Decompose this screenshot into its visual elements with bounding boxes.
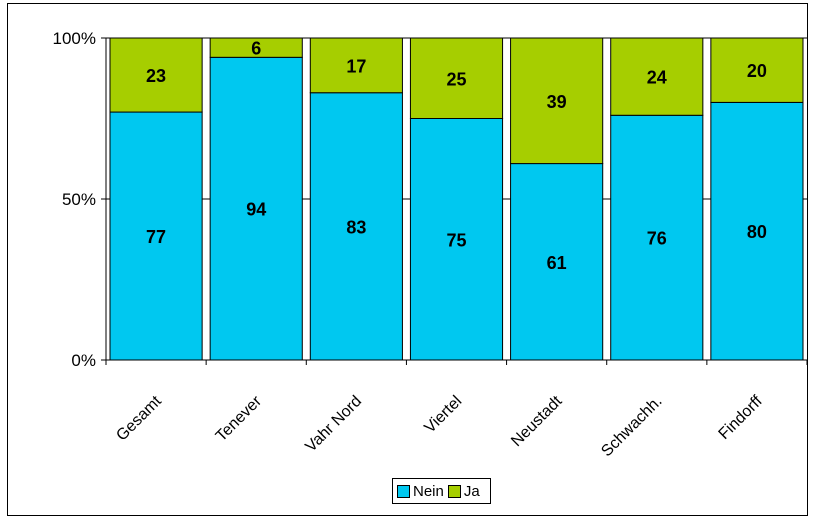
data-label: 39	[547, 92, 567, 112]
data-label: 76	[647, 229, 667, 249]
bar-nein	[409, 118, 504, 361]
legend-item-nein: Nein	[397, 483, 444, 500]
bar-ja	[209, 37, 303, 58]
x-tick-label: Tenever	[213, 392, 266, 445]
data-label: 24	[647, 68, 667, 88]
data-label: 25	[446, 69, 466, 89]
data-label: 17	[346, 56, 366, 76]
data-label: 83	[346, 217, 366, 237]
x-tick-label: Gesamt	[113, 392, 165, 444]
data-label: 23	[146, 66, 166, 86]
data-label: 80	[747, 222, 767, 242]
legend-swatch-nein	[397, 484, 410, 498]
legend-label-ja: Ja	[463, 482, 480, 500]
y-tick-label: 50%	[62, 190, 96, 209]
data-label: 6	[251, 39, 261, 59]
x-tick-label: Findorff	[716, 392, 767, 443]
bar-ja	[610, 37, 704, 116]
y-tick-label: 100%	[53, 29, 96, 48]
bar-ja	[309, 37, 403, 94]
x-tick-label: Vahr Nord	[302, 393, 365, 456]
bar-nein	[309, 92, 403, 361]
x-tick-label: Viertel	[421, 393, 465, 437]
x-tick-label: Neustadt	[508, 392, 566, 450]
x-tick-label: Schwachh.	[598, 393, 665, 460]
y-tick-label: 0%	[71, 351, 96, 370]
data-label: 20	[747, 61, 767, 81]
bar-ja	[510, 37, 604, 165]
data-label: 77	[146, 227, 166, 247]
legend-swatch-ja	[447, 484, 461, 498]
data-label: 94	[246, 200, 266, 220]
legend-label-nein: Nein	[413, 482, 444, 500]
bar-ja	[710, 37, 804, 103]
data-label: 61	[547, 253, 567, 273]
bar-ja	[109, 37, 203, 113]
legend-item-ja: Ja	[447, 482, 480, 500]
chart-legend: Nein Ja	[392, 478, 491, 504]
bar-ja	[409, 37, 504, 119]
data-label: 75	[446, 230, 466, 250]
